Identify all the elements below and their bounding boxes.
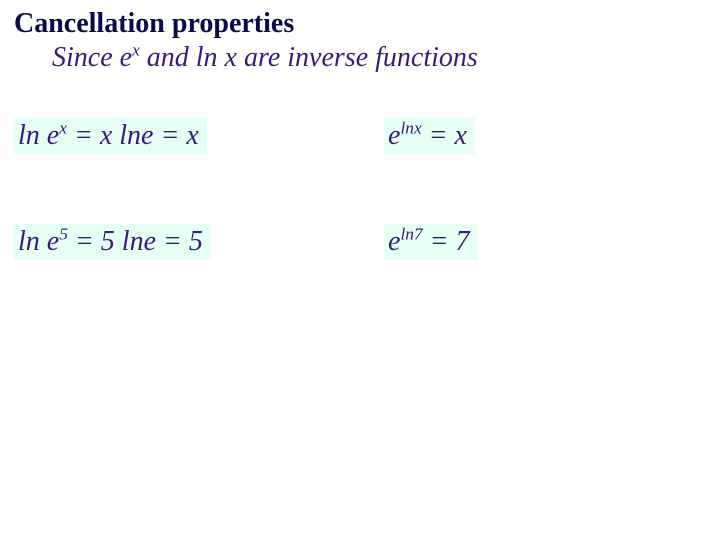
equation-cell: ln ex = x lne = x: [14, 118, 207, 154]
subtitle-post: and ln x are inverse functions: [140, 42, 478, 73]
eq-text: e: [388, 226, 400, 257]
eq-text: = x lne = x: [67, 120, 199, 151]
eq-sup: lnx: [400, 119, 421, 138]
eq-text: e: [388, 120, 400, 151]
equation-col-right: eln7 = 7: [384, 224, 706, 260]
subtitle-sup: x: [132, 41, 140, 60]
equation-col-left: ln ex = x lne = x: [14, 118, 384, 154]
slide-subtitle: Since ex and ln x are inverse functions: [52, 42, 706, 74]
equation-cell: eln7 = 7: [384, 224, 478, 260]
equation-col-left: ln e5 = 5 lne = 5: [14, 224, 384, 260]
subtitle-pre: Since e: [52, 42, 132, 73]
equation-row: ln e5 = 5 lne = 5 eln7 = 7: [14, 224, 706, 260]
equation-row: ln ex = x lne = x elnx = x: [14, 118, 706, 154]
eq-text: = 5 lne = 5: [68, 226, 203, 257]
eq-text: = x: [422, 120, 467, 151]
eq-text: = 7: [423, 226, 470, 257]
eq-sup: ln7: [400, 225, 422, 244]
eq-sup: x: [59, 119, 67, 138]
eq-text: ln e: [18, 120, 59, 151]
eq-text: ln e: [18, 226, 59, 257]
slide: Cancellation properties Since ex and ln …: [0, 0, 720, 540]
equation-cell: elnx = x: [384, 118, 475, 154]
eq-sup: 5: [59, 225, 68, 244]
equation-col-right: elnx = x: [384, 118, 706, 154]
slide-title: Cancellation properties: [14, 8, 706, 40]
equation-cell: ln e5 = 5 lne = 5: [14, 224, 211, 260]
